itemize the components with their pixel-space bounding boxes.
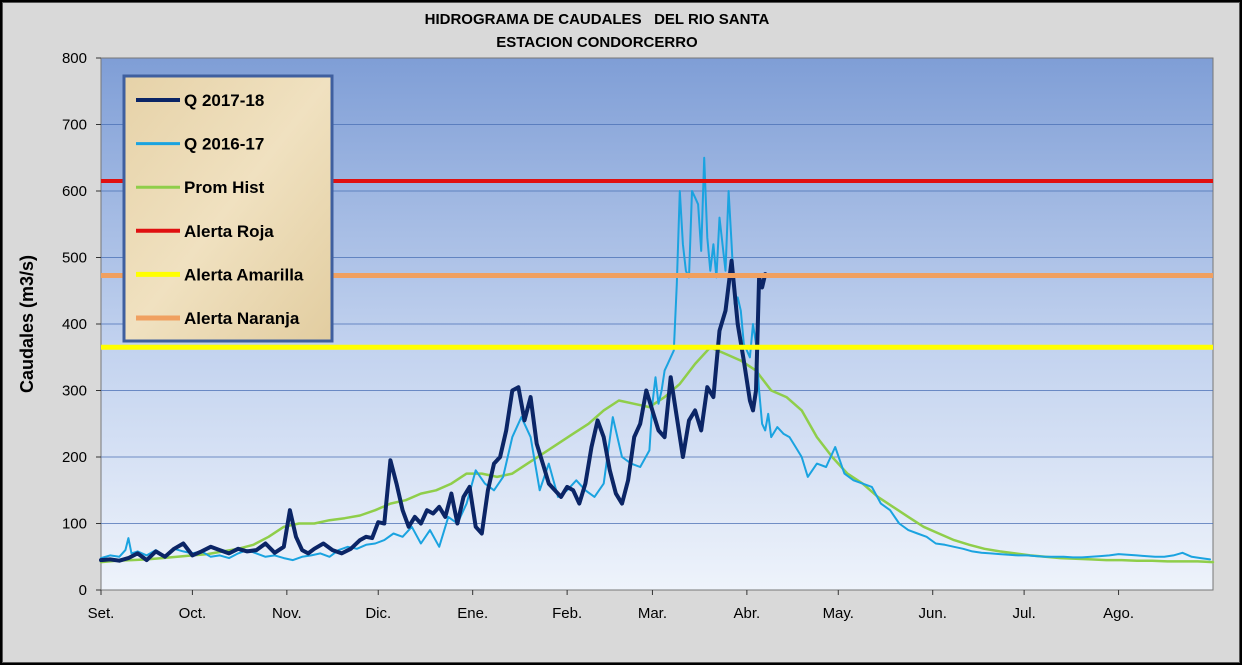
- x-tick-label: Mar.: [638, 605, 667, 622]
- x-tick-label: Dic.: [365, 605, 391, 622]
- x-tick-label: Oct.: [179, 605, 207, 622]
- y-axis-label: Caudales (m3/s): [17, 255, 37, 393]
- chart-title: HIDROGRAMA DE CAUDALES DEL RIO SANTA: [425, 11, 770, 28]
- x-tick-label: Feb.: [552, 605, 582, 622]
- legend-box: [122, 74, 334, 343]
- y-tick-label: 300: [62, 383, 87, 400]
- x-tick-label: Abr.: [734, 605, 761, 622]
- legend-label-q-2016-17: Q 2016-17: [184, 135, 264, 154]
- x-tick-label: Jul.: [1012, 605, 1035, 622]
- legend-label-q-2017-18: Q 2017-18: [184, 91, 264, 110]
- legend-label-alerta-amarilla: Alerta Amarilla: [184, 265, 304, 284]
- x-tick-label: Ene.: [457, 605, 488, 622]
- x-tick-label: Set.: [88, 605, 115, 622]
- y-axis-ticks: 0 100 200 300 400 500 600 700 800: [62, 50, 101, 599]
- legend-label-alerta-naranja: Alerta Naranja: [184, 309, 300, 328]
- y-tick-label: 0: [79, 582, 87, 599]
- legend: Q 2017-18 Q 2016-17 Prom Hist Alerta Roja Al…: [122, 74, 334, 343]
- legend-label-alerta-roja: Alerta Roja: [184, 222, 274, 241]
- y-tick-label: 500: [62, 250, 87, 267]
- legend-label-prom-hist: Prom Hist: [184, 178, 265, 197]
- x-axis-ticks: Set. Oct. Nov. Dic. Ene. Feb. Mar. Abr. May. Jun.…: [88, 590, 1134, 622]
- series-line-q-2017-18: [99, 258, 768, 563]
- x-tick-label: Jun.: [919, 605, 947, 622]
- series-line-q-2016-17: [100, 156, 1211, 562]
- x-tick-label: May.: [823, 605, 854, 622]
- x-tick-label: Ago.: [1103, 605, 1134, 622]
- y-tick-label: 400: [62, 316, 87, 333]
- y-tick-label: 700: [62, 117, 87, 134]
- chart-subtitle: ESTACION CONDORCERRO: [496, 34, 698, 51]
- y-tick-label: 600: [62, 183, 87, 200]
- y-tick-label: 100: [62, 516, 87, 533]
- y-tick-label: 200: [62, 449, 87, 466]
- hydrograph-chart: HIDROGRAMA DE CAUDALES DEL RIO SANTA EST…: [17, 11, 1215, 622]
- y-tick-label: 800: [62, 50, 87, 67]
- x-tick-label: Nov.: [272, 605, 302, 622]
